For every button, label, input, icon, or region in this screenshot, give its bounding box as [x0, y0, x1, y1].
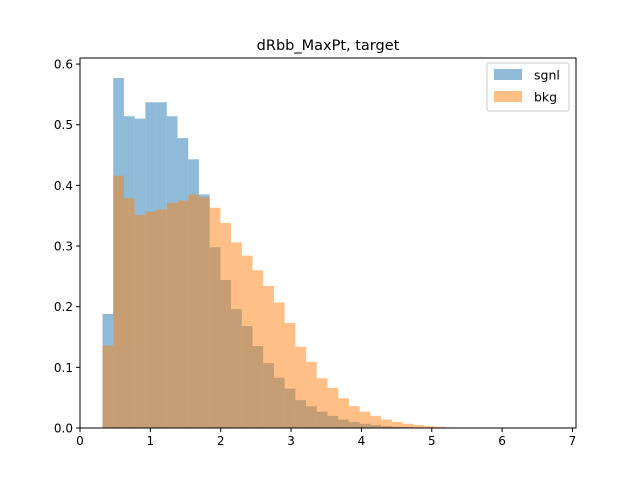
y-tick-label: 0.5 — [54, 118, 73, 132]
x-tick-label: 0 — [76, 434, 84, 448]
bar-bkg-5 — [156, 209, 167, 428]
bar-bkg-21 — [327, 387, 339, 428]
bar-bkg-3 — [134, 215, 146, 428]
chart-title: dRbb_MaxPt, target — [257, 38, 400, 54]
legend-swatch-bkg — [494, 91, 522, 102]
bar-bkg-1 — [113, 175, 124, 428]
bar-bkg-19 — [306, 361, 317, 428]
bars-layer — [102, 78, 499, 429]
bar-bkg-4 — [145, 211, 157, 428]
bar-bkg-18 — [295, 346, 307, 428]
bar-bkg-15 — [263, 286, 274, 428]
bar-bkg-9 — [198, 197, 210, 428]
bar-bkg-24 — [359, 411, 371, 428]
bar-bkg-31 — [434, 426, 446, 428]
legend-swatch-sgnl — [494, 69, 522, 80]
y-tick-label: 0.0 — [54, 422, 73, 436]
bar-bkg-17 — [284, 323, 296, 428]
x-tick-label: 1 — [147, 434, 155, 448]
legend: sgnl bkg — [486, 62, 570, 112]
bar-bkg-23 — [348, 406, 360, 428]
x-tick-label: 4 — [358, 434, 366, 448]
y-tick-label: 0.3 — [54, 240, 73, 254]
bar-bkg-6 — [166, 202, 178, 428]
y-axis: 0.0 0.1 0.2 0.3 0.4 0.5 0.6 — [54, 58, 80, 436]
bar-bkg-20 — [316, 378, 328, 428]
bar-bkg-11 — [220, 222, 232, 428]
x-tick-label: 5 — [428, 434, 436, 448]
y-tick-label: 0.1 — [54, 361, 73, 375]
x-tick-label: 3 — [287, 434, 295, 448]
bar-bkg-26 — [381, 419, 392, 428]
y-tick-label: 0.4 — [54, 179, 73, 193]
bar-bkg-0 — [102, 345, 114, 428]
bar-bkg-25 — [370, 415, 382, 428]
bar-bkg-29 — [413, 424, 424, 428]
bar-bkg-13 — [241, 255, 253, 428]
bar-bkg-2 — [123, 198, 135, 428]
bar-bkg-7 — [177, 200, 189, 428]
bar-bkg-10 — [209, 207, 221, 428]
x-tick-label: 6 — [498, 434, 506, 448]
bar-bkg-30 — [423, 426, 435, 428]
legend-label-sgnl: sgnl — [534, 68, 560, 83]
x-tick-label: 7 — [569, 434, 577, 448]
y-tick-label: 0.2 — [54, 300, 73, 314]
bar-bkg-28 — [402, 423, 414, 428]
x-axis: 0 1 2 3 4 5 6 7 — [76, 428, 576, 448]
bar-bkg-27 — [391, 421, 403, 428]
plot-frame — [79, 57, 577, 429]
bar-bkg-16 — [273, 302, 285, 428]
series-bkg — [102, 175, 499, 428]
bar-bkg-22 — [338, 398, 349, 428]
bar-bkg-14 — [252, 270, 264, 428]
x-tick-label: 2 — [217, 434, 225, 448]
bar-bkg-12 — [231, 242, 242, 428]
legend-label-bkg: bkg — [534, 90, 557, 105]
bar-bkg-8 — [188, 194, 199, 428]
y-tick-label: 0.6 — [54, 58, 73, 72]
